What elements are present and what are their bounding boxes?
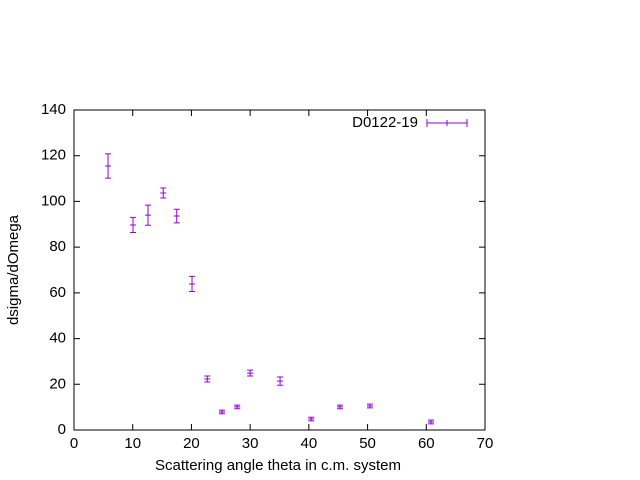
x-tick-label: 40 [301, 435, 318, 452]
error-bar [204, 375, 211, 383]
error-bar [160, 187, 167, 199]
x-tick-label: 10 [124, 435, 141, 452]
y-tick-label: 20 [49, 375, 66, 392]
y-tick-label: 60 [49, 284, 66, 301]
y-tick-label: 140 [41, 101, 66, 118]
error-bar [277, 376, 284, 386]
x-tick-label: 30 [242, 435, 259, 452]
error-bar [218, 409, 225, 415]
y-tick-label: 120 [41, 147, 66, 164]
x-tick-label: 0 [70, 435, 78, 452]
y-tick-label: 100 [41, 192, 66, 209]
legend-label: D0122-19 [352, 114, 418, 131]
error-bar [130, 216, 137, 234]
error-bar [336, 404, 343, 410]
error-bar [427, 419, 434, 425]
x-tick-label: 50 [359, 435, 376, 452]
x-tick-label: 70 [477, 435, 494, 452]
y-tick-label: 40 [49, 330, 66, 347]
error-bar [173, 208, 180, 224]
x-axis-label: Scattering angle theta in c.m. system [155, 457, 401, 474]
y-tick-label: 0 [58, 421, 66, 438]
x-tick-label: 20 [183, 435, 200, 452]
x-tick-label: 60 [418, 435, 435, 452]
legend-swatch [426, 119, 468, 127]
error-bar [247, 369, 254, 377]
error-bar [105, 153, 112, 179]
y-tick-label: 80 [49, 238, 66, 255]
error-bar [366, 403, 373, 409]
error-bar [189, 275, 196, 292]
error-bar [308, 416, 315, 422]
error-bar [234, 404, 241, 410]
plot-border [73, 109, 486, 431]
error-bar [144, 204, 151, 226]
y-axis-label: dsigma/dOmega [5, 214, 22, 325]
